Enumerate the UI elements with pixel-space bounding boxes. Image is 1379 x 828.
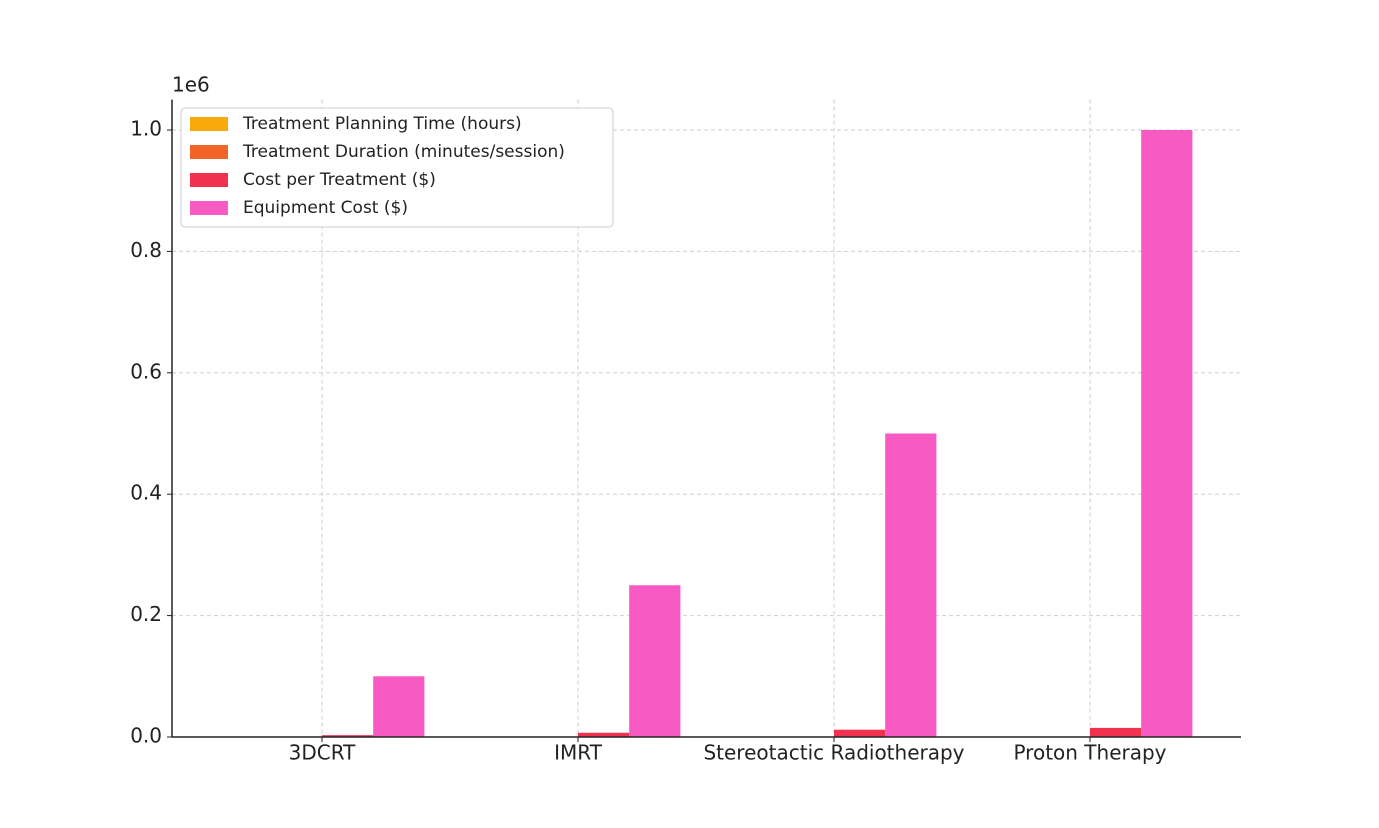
legend-label: Equipment Cost ($)	[243, 198, 408, 218]
legend-swatch	[190, 173, 228, 187]
y-tick-label: 0.0	[130, 724, 162, 748]
legend-swatch	[190, 201, 228, 215]
bar	[1141, 130, 1193, 737]
legend-label: Cost per Treatment ($)	[243, 170, 436, 190]
bar	[578, 732, 630, 737]
y-tick-label: 0.4	[130, 481, 162, 505]
bar	[834, 729, 886, 737]
legend-frame	[180, 107, 614, 228]
legend-swatch	[190, 145, 228, 159]
x-tick-label: IMRT	[554, 741, 603, 765]
y-tick-label: 0.8	[130, 238, 162, 262]
axis-offset-label: 1e6	[172, 73, 210, 97]
bar	[885, 433, 937, 737]
bar	[629, 585, 681, 737]
x-tick-label: 3DCRT	[289, 741, 357, 765]
x-tick-label: Stereotactic Radiotherapy	[703, 741, 964, 765]
x-tick-label: Proton Therapy	[1013, 741, 1166, 765]
y-tick-label: 1.0	[130, 117, 162, 141]
y-tick-label: 0.6	[130, 359, 162, 383]
legend-swatch	[190, 117, 228, 131]
bar	[1090, 727, 1142, 737]
legend-label: Treatment Planning Time (hours)	[242, 114, 522, 134]
legend-label: Treatment Duration (minutes/session)	[242, 142, 565, 162]
legend: Treatment Planning Time (hours) Treatment…	[180, 107, 614, 228]
bar	[373, 676, 425, 737]
bar	[322, 735, 374, 737]
y-tick-label: 0.2	[130, 602, 162, 626]
